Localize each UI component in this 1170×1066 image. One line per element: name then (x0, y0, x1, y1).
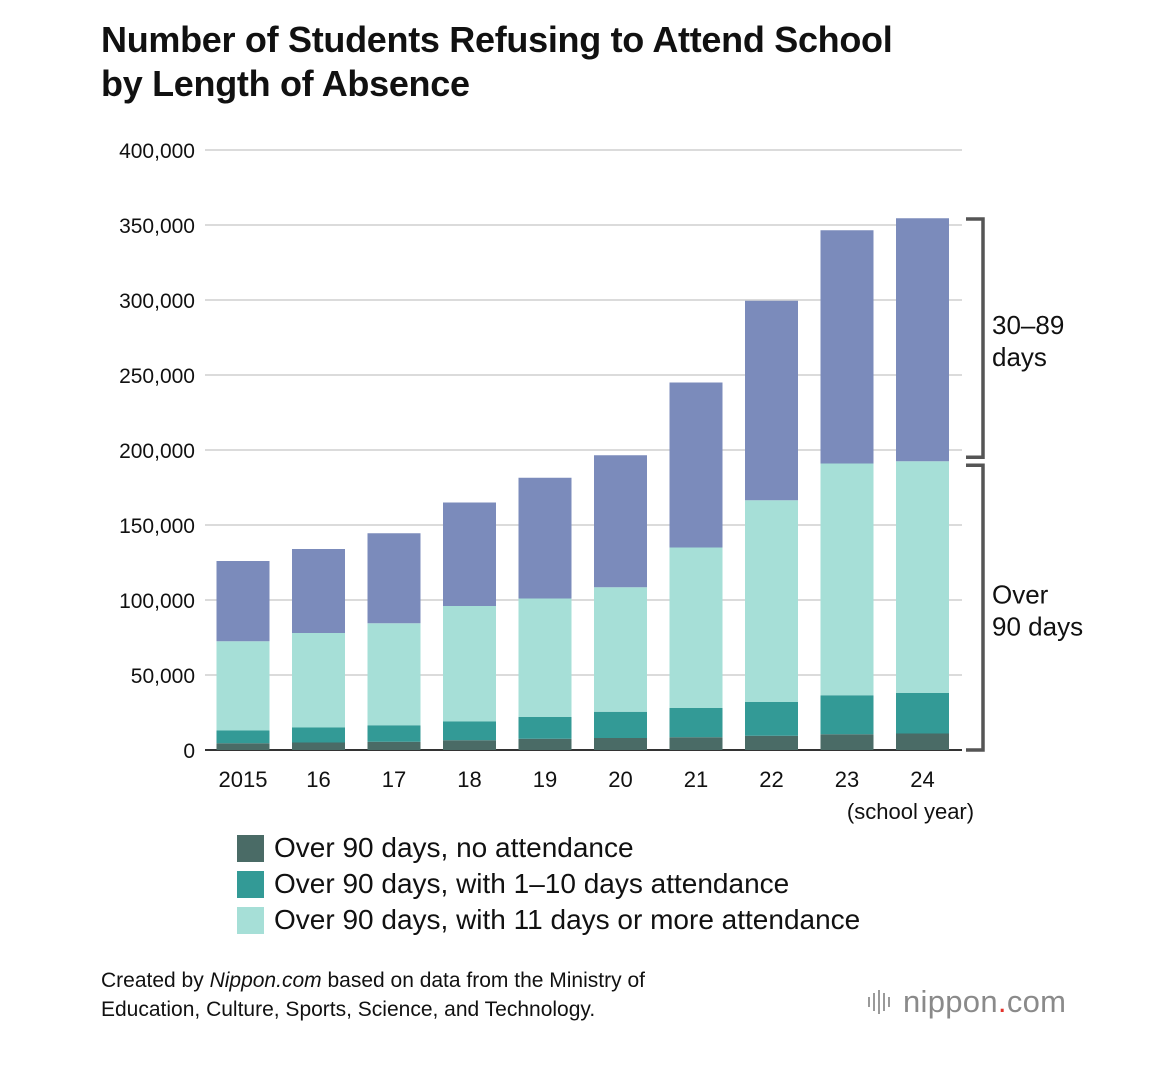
bar-segment (594, 587, 647, 712)
title-line-1: Number of Students Refusing to Attend Sc… (101, 19, 893, 60)
bar-segment (820, 695, 874, 735)
stacked-bar-chart: 0 50,000 100,000 150,000 200,000 250,000 300,0… (119, 140, 1083, 824)
bar-segment (669, 382, 723, 548)
y-tick-label: 400,000 (119, 140, 195, 163)
legend-swatch (237, 906, 264, 934)
chart-title: Number of Students Refusing to Attend Sc… (101, 18, 893, 106)
bar-segment (594, 455, 647, 588)
footnote-source-name: Nippon.com (209, 969, 322, 992)
bar-segment (820, 734, 874, 750)
x-tick-label: 19 (533, 767, 557, 792)
bar-segment (216, 641, 270, 731)
bar-segment (292, 727, 345, 743)
bar-segment (443, 606, 496, 722)
footnote-line-1: Created by Nippon.com based on data from… (101, 966, 645, 995)
bar-segment (745, 500, 798, 702)
logo-wordmark: nippon.com (903, 984, 1066, 1020)
legend-item: Over 90 days, with 11 days or more atten… (237, 902, 860, 938)
logo-dot: . (997, 984, 1007, 1019)
title-line-2: by Length of Absence (101, 63, 470, 104)
x-tick-label: 20 (608, 767, 632, 792)
bar-segment (292, 742, 345, 750)
bar-segment (216, 561, 270, 642)
bar-segment (594, 711, 647, 738)
y-tick-label: 150,000 (119, 515, 195, 538)
y-tick-label: 350,000 (119, 215, 195, 238)
legend-item: Over 90 days, no attendance (237, 830, 860, 866)
bar-segment (594, 738, 647, 750)
bar-segment (669, 708, 723, 738)
y-tick-label: 50,000 (131, 665, 195, 688)
legend: Over 90 days, no attendance Over 90 days… (237, 830, 860, 938)
y-tick-label: 100,000 (119, 590, 195, 613)
bracket-label: 90 days (992, 612, 1083, 642)
bar-segment (820, 230, 874, 464)
bracket-label: 30–89 (992, 310, 1064, 340)
bar-segment (443, 721, 496, 741)
bar-segment (367, 533, 421, 624)
x-tick-label: 18 (457, 767, 481, 792)
bar-segment (518, 738, 572, 750)
logo-word: nippon (903, 984, 998, 1019)
x-tick-label: 24 (910, 767, 934, 792)
legend-label: Over 90 days, with 1–10 days attendance (274, 868, 790, 899)
bar-segment (896, 218, 949, 462)
bar-segment (367, 725, 421, 742)
y-tick-label: 300,000 (119, 290, 195, 313)
bar-segment (367, 741, 421, 750)
bar-segment (518, 598, 572, 717)
x-tick-label: 16 (306, 767, 330, 792)
legend-label: Over 90 days, with 11 days or more atten… (274, 904, 861, 935)
legend-swatch (237, 834, 264, 862)
bar-segment (745, 300, 798, 501)
bar-segment (518, 717, 572, 739)
bar-segment (292, 549, 345, 633)
footnote-line-2: Education, Culture, Sports, Science, and… (101, 998, 596, 1021)
bar-segment (820, 463, 874, 696)
bar-segment (669, 737, 723, 750)
logo-tld: com (1006, 984, 1067, 1019)
y-tick-label: 200,000 (119, 440, 195, 463)
bar-segment (292, 633, 345, 728)
x-axis-note: (school year) (847, 799, 974, 824)
sound-wave-icon (868, 990, 893, 1014)
x-tick-label: 23 (835, 767, 859, 792)
source-footnote: Created by Nippon.com based on data from… (101, 966, 645, 1024)
bar-segment (669, 547, 723, 708)
bracket-label: Over (992, 580, 1049, 610)
bar-segment (896, 461, 949, 693)
x-tick-label: 22 (759, 767, 783, 792)
bar-segment (896, 693, 949, 734)
legend-swatch (237, 870, 264, 898)
y-tick-label: 250,000 (119, 365, 195, 388)
x-tick-label: 2015 (219, 767, 268, 792)
bar-segment (745, 735, 798, 750)
nippon-logo: nippon.com (868, 984, 1066, 1020)
legend-label: Over 90 days, no attendance (274, 832, 634, 863)
bar-segment (216, 730, 270, 744)
footnote-prefix: Created by (101, 969, 210, 992)
bar-segment (443, 740, 496, 750)
bracket (966, 217, 985, 459)
bar-segment (518, 477, 572, 599)
y-tick-label: 0 (183, 740, 195, 763)
bar-segment (367, 623, 421, 726)
bar-segment (745, 702, 798, 736)
bar-segment (896, 733, 949, 750)
x-tick-label: 21 (684, 767, 708, 792)
legend-item: Over 90 days, with 1–10 days attendance (237, 866, 860, 902)
x-tick-label: 17 (382, 767, 406, 792)
bar-segment (216, 743, 270, 750)
footnote-suffix: based on data from the Ministry of (321, 969, 645, 992)
bracket (966, 463, 985, 752)
bracket-label: days (992, 342, 1047, 372)
bar-segment (443, 502, 496, 606)
